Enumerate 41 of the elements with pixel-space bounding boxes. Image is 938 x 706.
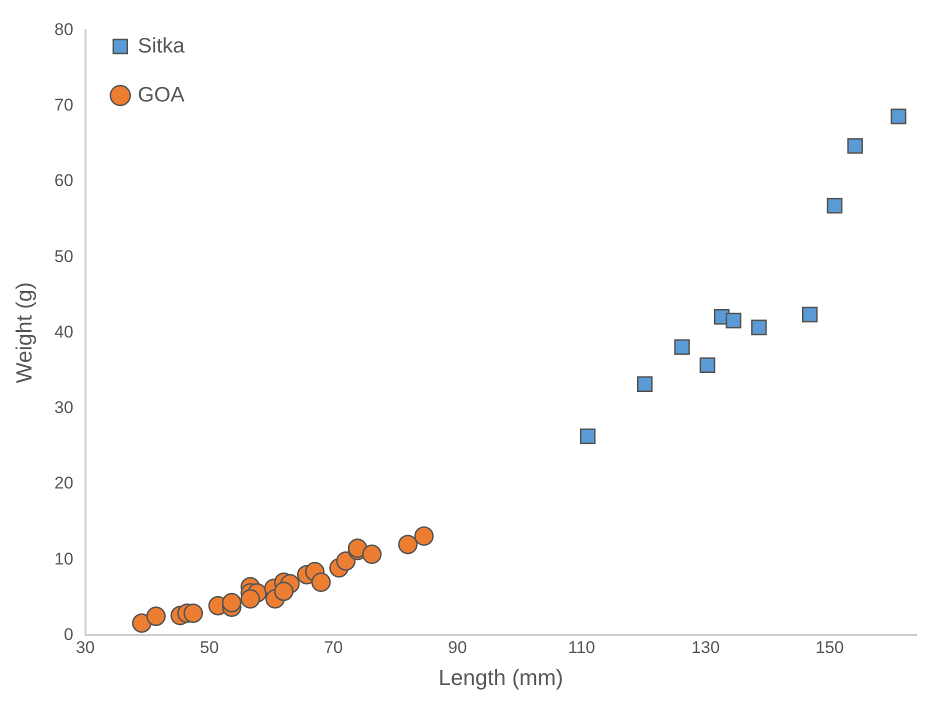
y-tick-label: 80 — [54, 20, 74, 39]
point — [311, 572, 331, 592]
x-tick-label: 110 — [568, 638, 596, 658]
y-tick-label: 30 — [54, 398, 74, 418]
point — [336, 551, 356, 571]
point — [183, 604, 203, 624]
point — [222, 592, 242, 612]
x-axis-title: Length (mm) — [438, 664, 564, 690]
x-tick-label: 70 — [324, 638, 343, 658]
point — [890, 108, 906, 124]
y-tick-label: 50 — [54, 246, 74, 266]
point — [414, 526, 434, 546]
x-tick-label: 30 — [76, 638, 95, 658]
point — [847, 138, 863, 154]
y-tick-label: 70 — [54, 96, 74, 115]
y-tick-label: 20 — [54, 474, 74, 493]
y-tick-label: 40 — [54, 322, 74, 342]
point — [146, 606, 166, 626]
x-tick-label: 150 — [815, 638, 844, 658]
y-tick-label: 0 — [64, 624, 74, 644]
y-tick-label: 60 — [54, 171, 74, 190]
legend-label: GOA — [138, 83, 184, 106]
y-axis-title: Weight (g) — [11, 282, 36, 384]
point — [274, 582, 294, 602]
point — [826, 198, 842, 214]
point — [398, 534, 418, 554]
x-tick-label: 130 — [691, 638, 720, 658]
legend-label: Sitka — [138, 34, 185, 58]
point — [751, 320, 767, 336]
point — [132, 613, 152, 633]
point — [362, 544, 382, 564]
point — [700, 357, 716, 374]
point — [636, 376, 653, 392]
x-tick-label: 90 — [448, 638, 467, 658]
x-tick-label: 50 — [200, 638, 219, 658]
point — [240, 589, 260, 609]
y-tick-label: 10 — [54, 549, 74, 568]
point — [802, 306, 818, 322]
point — [726, 312, 742, 328]
point — [580, 428, 596, 444]
point — [674, 339, 690, 355]
